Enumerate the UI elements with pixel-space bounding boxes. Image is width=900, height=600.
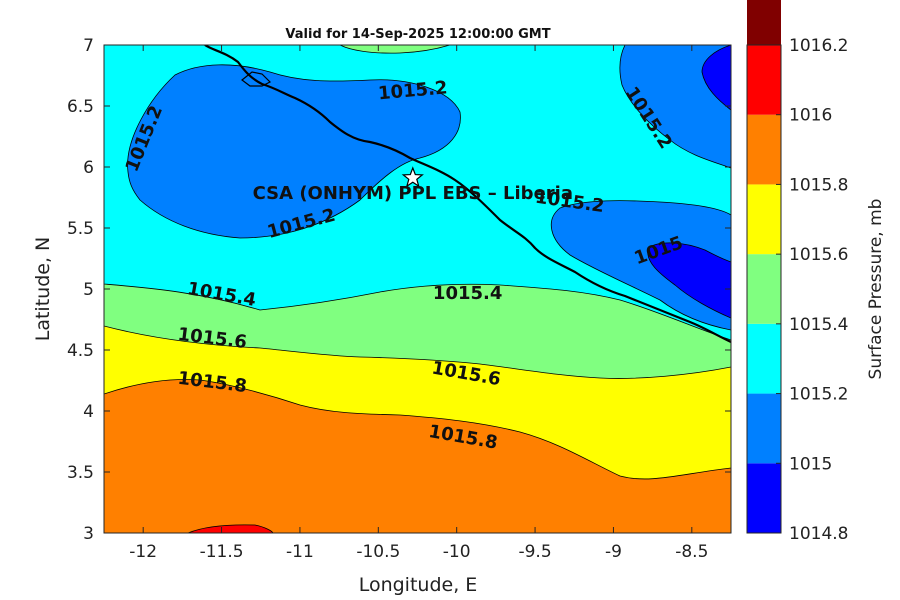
colorbar-title: Surface Pressure, mb	[866, 199, 886, 380]
colorbar-label: 1015	[789, 454, 832, 474]
x-tick-label: -11	[286, 542, 314, 562]
contour-label: 1015.4	[433, 283, 502, 304]
pocket-1014.8-northeast	[701, 45, 731, 111]
colorbar-label: 1015.8	[789, 175, 848, 195]
pocket-1016-bottom	[187, 524, 274, 533]
colorbar-swatch	[747, 0, 781, 46]
y-tick-label: 6.5	[67, 97, 94, 117]
y-tick-label: 5.5	[67, 219, 94, 239]
coastline-islet	[241, 71, 272, 87]
x-tick-label: -11.5	[200, 542, 244, 562]
x-tick-label: -12	[129, 542, 157, 562]
colorbar-label: 1016.2	[789, 36, 848, 56]
station-marker-group: CSA (ONHYM) PPL EBS – Liberia	[253, 166, 573, 204]
y-axis-label: Latitude, N	[32, 237, 54, 342]
pocket-1015-east	[551, 200, 731, 331]
x-tick-label: -10	[443, 542, 471, 562]
x-tick-label: -10.5	[356, 542, 400, 562]
colorbar-label: 1015.4	[789, 315, 848, 335]
colorbar-swatch	[747, 184, 781, 255]
y-tick-label: 4	[83, 402, 94, 422]
colorbar-swatch	[747, 114, 781, 185]
colorbar-swatch	[747, 254, 781, 324]
chart-title: Valid for 14-Sep-2025 12:00:00 GMT	[285, 27, 550, 42]
y-tick-label: 5	[83, 280, 94, 300]
y-tick-label: 6	[83, 158, 94, 178]
colorbar-label: 1016	[789, 106, 832, 126]
x-tick-label: -8.5	[675, 542, 708, 562]
pocket-1015.4-top	[339, 45, 451, 54]
colorbar-frame	[746, 44, 782, 534]
colorbar-label: 1014.8	[789, 524, 848, 544]
coastline	[204, 45, 731, 343]
x-axis-label: Longitude, E	[359, 574, 478, 596]
y-tick-label: 3.5	[67, 463, 94, 483]
y-tick-label: 4.5	[67, 341, 94, 361]
colorbar-label: 1015.6	[789, 245, 848, 265]
x-axis: -12 -11.5 -11 -10.5 -10 -9.5 -9 -8.5	[129, 45, 708, 562]
plot-area	[104, 45, 731, 533]
colorbar-swatch	[747, 463, 781, 533]
y-axis: 3 3.5 4 4.5 5 5.5 6 6.5 7	[67, 36, 731, 544]
pocket-1015-northwest	[127, 64, 461, 239]
colorbar-label: 1015.2	[789, 385, 848, 405]
colorbar-swatch	[747, 45, 781, 115]
y-tick-label: 3	[83, 524, 94, 544]
colorbar-swatch	[747, 323, 781, 394]
x-tick-label: -9	[605, 542, 622, 562]
y-tick-label: 7	[83, 36, 94, 56]
colorbar: 1014.8 1015 1015.2 1015.4 1015.6 1015.8 1016 10…	[746, 0, 848, 544]
x-tick-label: -9.5	[518, 542, 551, 562]
pocket-1014.8-east	[647, 242, 731, 319]
colorbar-swatch	[747, 393, 781, 464]
station-label: CSA (ONHYM) PPL EBS – Liberia	[253, 183, 573, 204]
station-star-icon	[401, 166, 424, 188]
